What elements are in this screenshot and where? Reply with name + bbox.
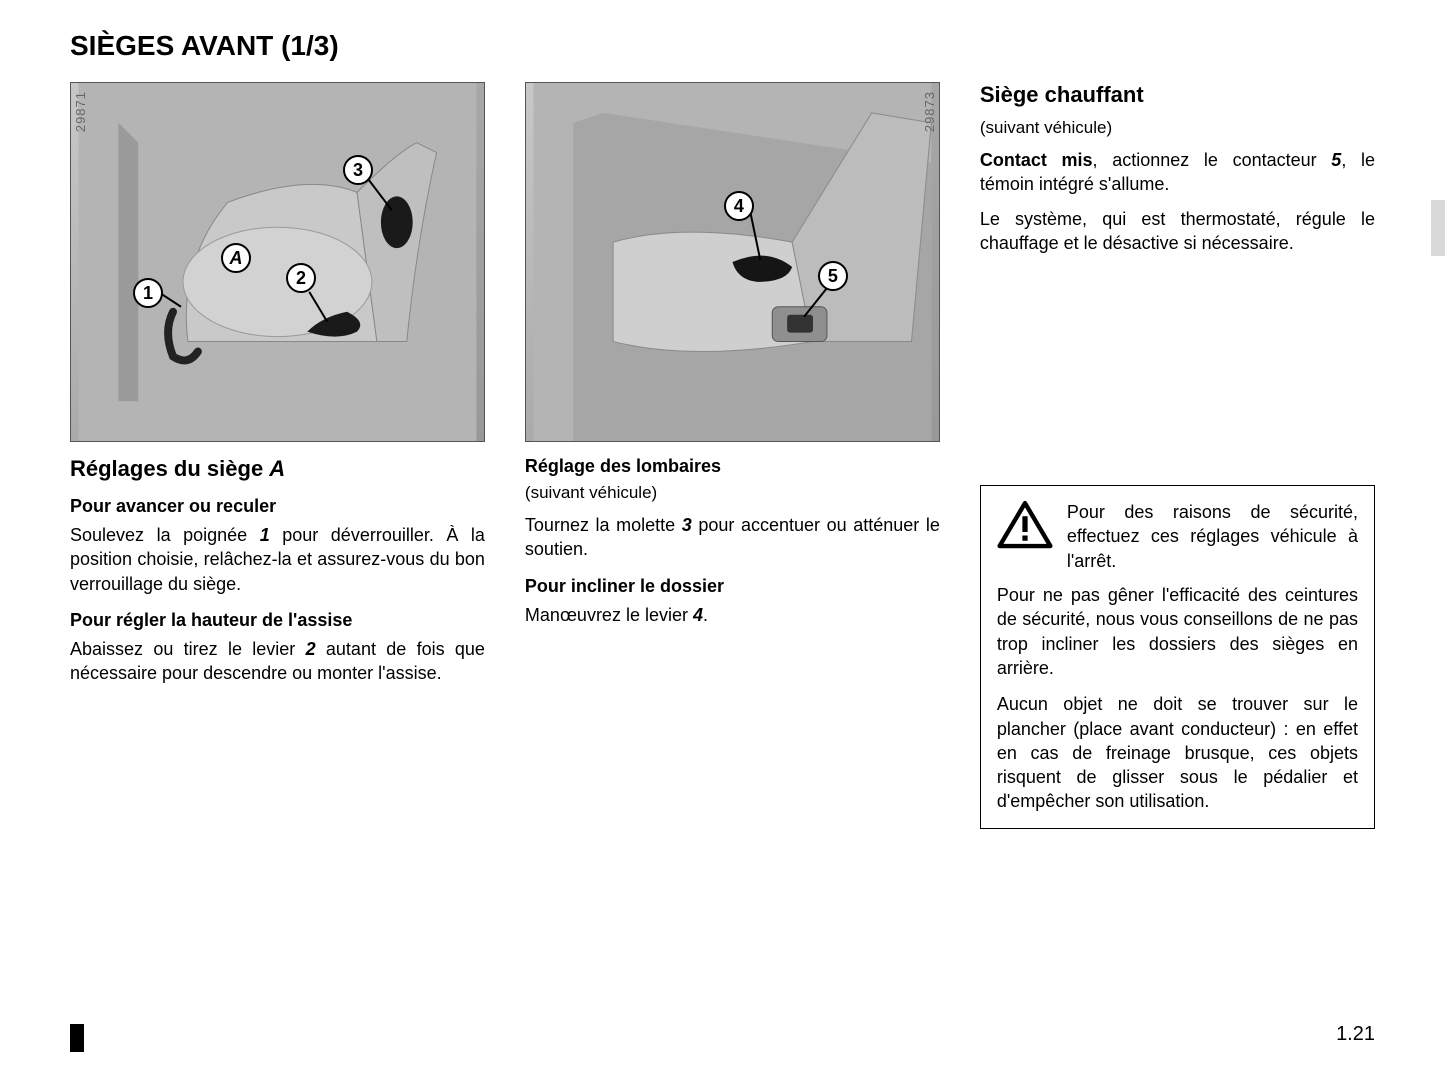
warning-p1: Pour des raisons de sécurité, effectuez …	[1067, 500, 1358, 573]
col1-sub2: Pour régler la hauteur de l'assise	[70, 610, 485, 631]
figure-seat-side: 29873 4 5	[525, 82, 940, 442]
col1-p2: Abaissez ou tirez le levier 2 autant de …	[70, 637, 485, 686]
column-2: 29873 4 5	[525, 82, 940, 829]
callout-a: A	[221, 243, 251, 273]
warning-p3: Aucun objet ne doit se trouver sur le pl…	[997, 692, 1358, 813]
col2-p1-a: Tournez la molette	[525, 515, 682, 535]
column-1: 29871	[70, 82, 485, 829]
footer-mark	[70, 1024, 84, 1052]
thumb-tab	[1431, 200, 1445, 256]
column-3: Siège chauffant (suivant véhicule) Conta…	[980, 82, 1375, 829]
callout-5: 5	[818, 261, 848, 291]
col1-p2-num: 2	[306, 639, 316, 659]
col2-sub2: Pour incliner le dossier	[525, 576, 940, 597]
col2-p1-num: 3	[682, 515, 692, 535]
col3-note: (suivant véhicule)	[980, 118, 1375, 138]
col1-heading: Réglages du siège A	[70, 456, 485, 482]
col1-heading-text: Réglages du siège	[70, 456, 269, 481]
col1-heading-ital: A	[269, 456, 285, 481]
figure2-id: 29873	[922, 91, 937, 132]
col2-sub1: Réglage des lombaires	[525, 456, 940, 477]
page-title: SIÈGES AVANT (1/3)	[70, 30, 1375, 62]
col2-p2-num: 4	[693, 605, 703, 625]
col3-heading: Siège chauffant	[980, 82, 1375, 108]
figure1-id: 29871	[73, 91, 88, 132]
col3-p1-num: 5	[1331, 150, 1341, 170]
callout-1: 1	[133, 278, 163, 308]
col1-p1-a: Soulevez la poignée	[70, 525, 260, 545]
seat-illustration-1	[71, 83, 484, 441]
warning-p2: Pour ne pas gêner l'efficacité des ceint…	[997, 583, 1358, 680]
content-columns: 29871	[70, 82, 1375, 829]
col3-p1: Contact mis, actionnez le contacteur 5, …	[980, 148, 1375, 197]
warning-row-1: Pour des raisons de sécurité, effectuez …	[997, 500, 1358, 573]
warning-icon	[997, 500, 1053, 550]
col3-p1-a: Contact mis	[980, 150, 1093, 170]
callout-3: 3	[343, 155, 373, 185]
col3-p2: Le système, qui est thermostaté, régule …	[980, 207, 1375, 256]
figure-seat-a: 29871	[70, 82, 485, 442]
col2-note1: (suivant véhicule)	[525, 483, 940, 503]
warning-box: Pour des raisons de sécurité, effectuez …	[980, 485, 1375, 829]
col2-p2-b: .	[703, 605, 708, 625]
col1-p1: Soulevez la poignée 1 pour déverrouiller…	[70, 523, 485, 596]
callout-2: 2	[286, 263, 316, 293]
seat-illustration-2	[526, 83, 939, 441]
col2-p2: Manœuvrez le levier 4.	[525, 603, 940, 627]
col1-sub1: Pour avancer ou reculer	[70, 496, 485, 517]
page: SIÈGES AVANT (1/3) 29871	[0, 0, 1445, 1070]
col1-p1-num: 1	[260, 525, 270, 545]
col1-p2-a: Abaissez ou tirez le levier	[70, 639, 306, 659]
callout-4: 4	[724, 191, 754, 221]
col2-p2-a: Manœuvrez le levier	[525, 605, 693, 625]
page-number: 1.21	[1336, 1023, 1375, 1046]
col3-p1-b: , actionnez le contacteur	[1093, 150, 1332, 170]
col2-p1: Tournez la molette 3 pour accentuer ou a…	[525, 513, 940, 562]
